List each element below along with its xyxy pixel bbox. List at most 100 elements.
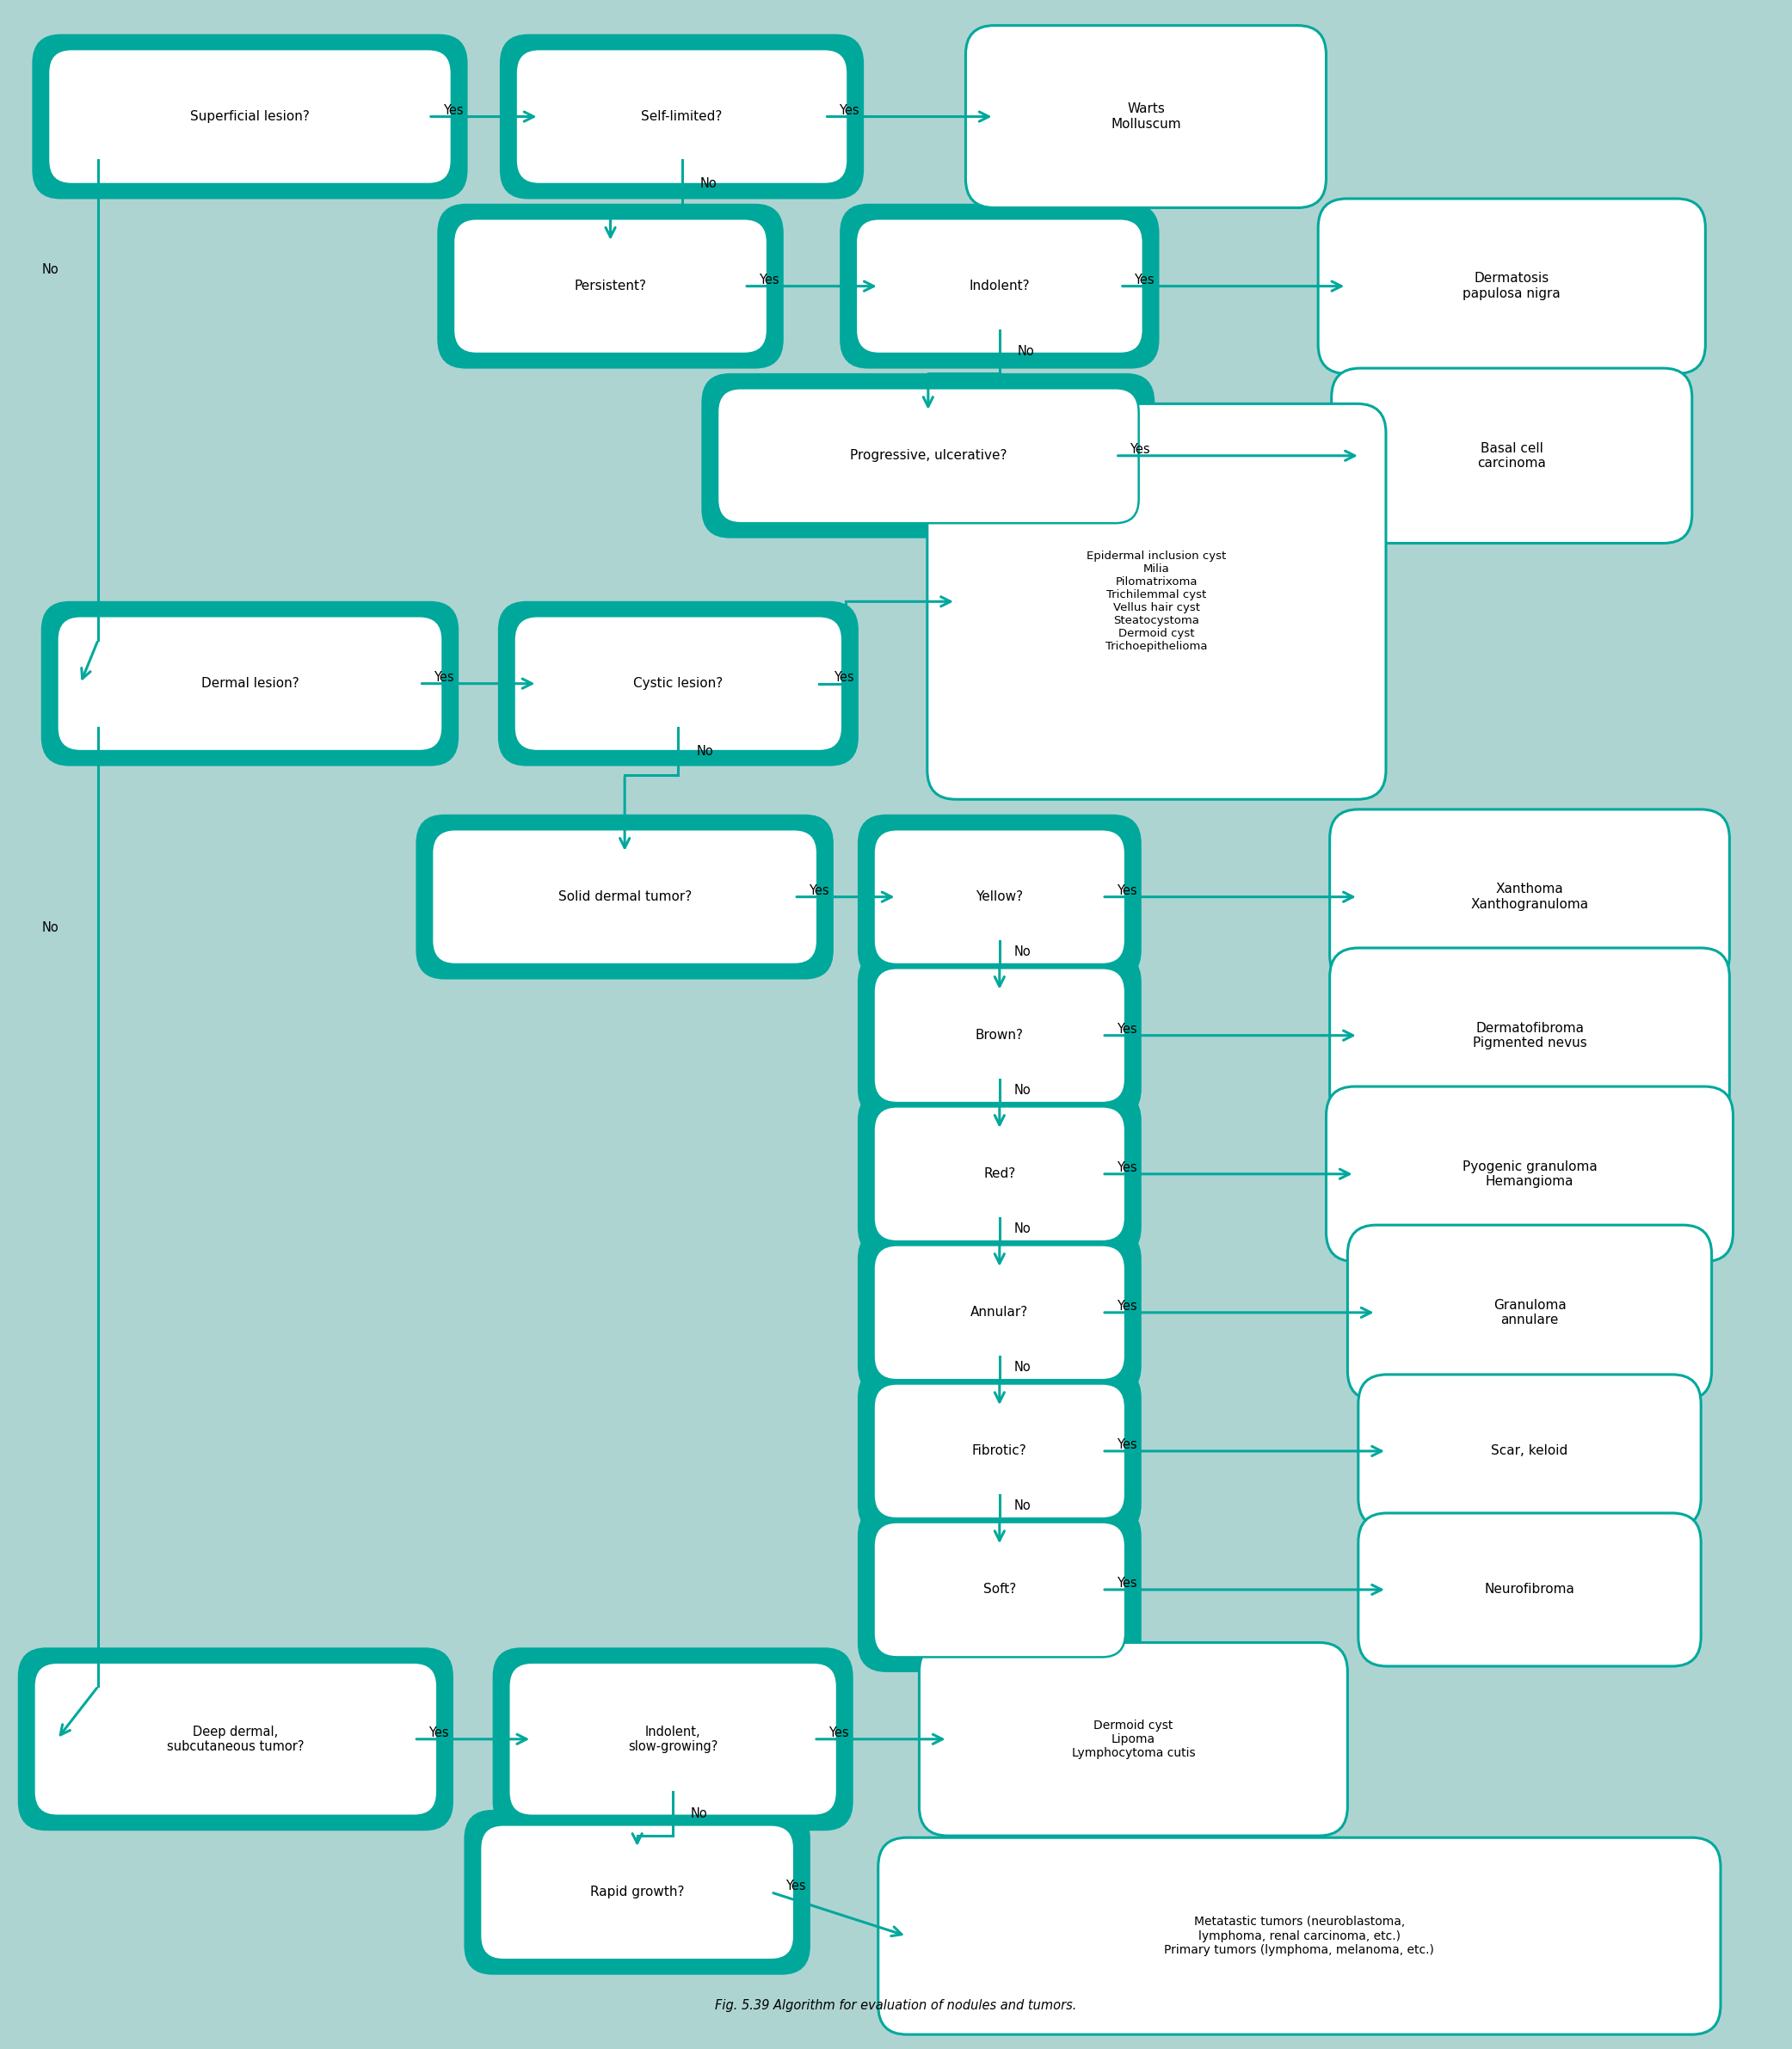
FancyBboxPatch shape bbox=[493, 1647, 853, 1830]
Text: Persistent?: Persistent? bbox=[573, 281, 647, 293]
Text: Scar, keloid: Scar, keloid bbox=[1491, 1445, 1568, 1457]
FancyBboxPatch shape bbox=[48, 49, 452, 184]
Text: Dermal lesion?: Dermal lesion? bbox=[201, 676, 299, 691]
Text: Yes: Yes bbox=[1116, 1162, 1136, 1174]
Text: Indolent?: Indolent? bbox=[969, 281, 1030, 293]
Text: Yes: Yes bbox=[1116, 1578, 1136, 1590]
FancyBboxPatch shape bbox=[966, 25, 1326, 207]
FancyBboxPatch shape bbox=[1326, 1086, 1733, 1262]
Text: Yes: Yes bbox=[839, 104, 858, 117]
Text: Brown?: Brown? bbox=[975, 1029, 1023, 1041]
Text: No: No bbox=[1014, 1500, 1030, 1512]
Text: No: No bbox=[1018, 346, 1034, 359]
FancyBboxPatch shape bbox=[1348, 1225, 1711, 1399]
FancyBboxPatch shape bbox=[858, 1229, 1142, 1395]
Text: No: No bbox=[1014, 1223, 1030, 1236]
Text: Dermatosis
papulosa nigra: Dermatosis papulosa nigra bbox=[1462, 273, 1561, 299]
Text: Soft?: Soft? bbox=[984, 1584, 1016, 1596]
Text: Yes: Yes bbox=[1134, 273, 1154, 287]
Text: Epidermal inclusion cyst
Milia
Pilomatrixoma
Trichilemmal cyst
Vellus hair cyst
: Epidermal inclusion cyst Milia Pilomatri… bbox=[1086, 551, 1226, 652]
FancyBboxPatch shape bbox=[919, 1643, 1348, 1836]
Text: Yes: Yes bbox=[828, 1725, 848, 1740]
Text: Yes: Yes bbox=[758, 273, 780, 287]
FancyBboxPatch shape bbox=[34, 1662, 437, 1815]
Text: No: No bbox=[1014, 1361, 1030, 1375]
FancyBboxPatch shape bbox=[480, 1826, 794, 1959]
Text: Progressive, ulcerative?: Progressive, ulcerative? bbox=[849, 449, 1007, 463]
Text: Metatastic tumors (neuroblastoma,
lymphoma, renal carcinoma, etc.)
Primary tumor: Metatastic tumors (neuroblastoma, lympho… bbox=[1165, 1916, 1434, 1957]
FancyBboxPatch shape bbox=[858, 953, 1142, 1119]
FancyBboxPatch shape bbox=[437, 203, 783, 369]
Text: Self-limited?: Self-limited? bbox=[642, 111, 722, 123]
FancyBboxPatch shape bbox=[858, 813, 1142, 979]
FancyBboxPatch shape bbox=[498, 600, 858, 766]
FancyBboxPatch shape bbox=[1319, 199, 1706, 373]
FancyBboxPatch shape bbox=[701, 373, 1154, 539]
FancyBboxPatch shape bbox=[514, 617, 842, 752]
FancyBboxPatch shape bbox=[18, 1647, 453, 1830]
FancyBboxPatch shape bbox=[874, 1246, 1125, 1379]
Text: No: No bbox=[1014, 945, 1030, 959]
FancyBboxPatch shape bbox=[874, 967, 1125, 1102]
Text: No: No bbox=[695, 744, 713, 758]
Text: No: No bbox=[1014, 1084, 1030, 1096]
FancyBboxPatch shape bbox=[57, 617, 443, 752]
Text: No: No bbox=[699, 178, 717, 191]
Text: No: No bbox=[41, 264, 59, 277]
FancyBboxPatch shape bbox=[1331, 369, 1692, 543]
Text: Yes: Yes bbox=[428, 1725, 448, 1740]
FancyBboxPatch shape bbox=[858, 1508, 1142, 1672]
FancyBboxPatch shape bbox=[1330, 949, 1729, 1123]
Text: Annular?: Annular? bbox=[971, 1305, 1029, 1320]
FancyBboxPatch shape bbox=[509, 1662, 837, 1815]
Text: Dermatofibroma
Pigmented nevus: Dermatofibroma Pigmented nevus bbox=[1473, 1022, 1586, 1049]
FancyBboxPatch shape bbox=[840, 203, 1159, 369]
Text: Yes: Yes bbox=[1116, 1022, 1136, 1035]
FancyBboxPatch shape bbox=[432, 830, 817, 965]
Text: Fibrotic?: Fibrotic? bbox=[971, 1445, 1027, 1457]
FancyBboxPatch shape bbox=[1330, 809, 1729, 984]
Text: Neurofibroma: Neurofibroma bbox=[1484, 1584, 1575, 1596]
Text: Yes: Yes bbox=[1116, 883, 1136, 897]
Text: Xanthoma
Xanthogranuloma: Xanthoma Xanthogranuloma bbox=[1471, 883, 1588, 912]
Text: No: No bbox=[690, 1807, 708, 1820]
Text: Deep dermal,
subcutaneous tumor?: Deep dermal, subcutaneous tumor? bbox=[167, 1725, 305, 1754]
FancyBboxPatch shape bbox=[1358, 1512, 1701, 1666]
Text: Yellow?: Yellow? bbox=[977, 891, 1023, 904]
FancyBboxPatch shape bbox=[453, 219, 767, 354]
Text: Yes: Yes bbox=[1116, 1299, 1136, 1313]
Text: Yes: Yes bbox=[443, 104, 462, 117]
Text: Solid dermal tumor?: Solid dermal tumor? bbox=[557, 891, 692, 904]
Text: Yes: Yes bbox=[434, 670, 453, 684]
Text: Yes: Yes bbox=[785, 1879, 806, 1893]
Text: Indolent,
slow-growing?: Indolent, slow-growing? bbox=[627, 1725, 719, 1754]
FancyBboxPatch shape bbox=[32, 35, 468, 199]
FancyBboxPatch shape bbox=[857, 219, 1143, 354]
Text: No: No bbox=[41, 922, 59, 934]
FancyBboxPatch shape bbox=[717, 387, 1138, 522]
Text: Rapid growth?: Rapid growth? bbox=[590, 1885, 685, 1899]
FancyBboxPatch shape bbox=[516, 49, 848, 184]
FancyBboxPatch shape bbox=[858, 1092, 1142, 1256]
FancyBboxPatch shape bbox=[926, 404, 1385, 799]
Text: Yes: Yes bbox=[808, 883, 830, 897]
FancyBboxPatch shape bbox=[878, 1838, 1720, 2035]
Text: Yes: Yes bbox=[833, 670, 853, 684]
Text: Yes: Yes bbox=[1129, 443, 1150, 455]
FancyBboxPatch shape bbox=[874, 830, 1125, 965]
FancyBboxPatch shape bbox=[874, 1383, 1125, 1518]
FancyBboxPatch shape bbox=[874, 1106, 1125, 1242]
FancyBboxPatch shape bbox=[874, 1522, 1125, 1658]
FancyBboxPatch shape bbox=[500, 35, 864, 199]
Text: Dermoid cyst
Lipoma
Lymphocytoma cutis: Dermoid cyst Lipoma Lymphocytoma cutis bbox=[1072, 1719, 1195, 1760]
Text: Yes: Yes bbox=[1116, 1438, 1136, 1451]
Text: Cystic lesion?: Cystic lesion? bbox=[633, 676, 724, 691]
Text: Fig. 5.39 Algorithm for evaluation of nodules and tumors.: Fig. 5.39 Algorithm for evaluation of no… bbox=[715, 2000, 1077, 2012]
Text: Granuloma
annulare: Granuloma annulare bbox=[1493, 1299, 1566, 1326]
FancyBboxPatch shape bbox=[416, 813, 833, 979]
FancyBboxPatch shape bbox=[1358, 1375, 1701, 1529]
FancyBboxPatch shape bbox=[464, 1809, 810, 1975]
FancyBboxPatch shape bbox=[41, 600, 459, 766]
Text: Warts
Molluscum: Warts Molluscum bbox=[1111, 102, 1181, 131]
Text: Pyogenic granuloma
Hemangioma: Pyogenic granuloma Hemangioma bbox=[1462, 1160, 1597, 1188]
